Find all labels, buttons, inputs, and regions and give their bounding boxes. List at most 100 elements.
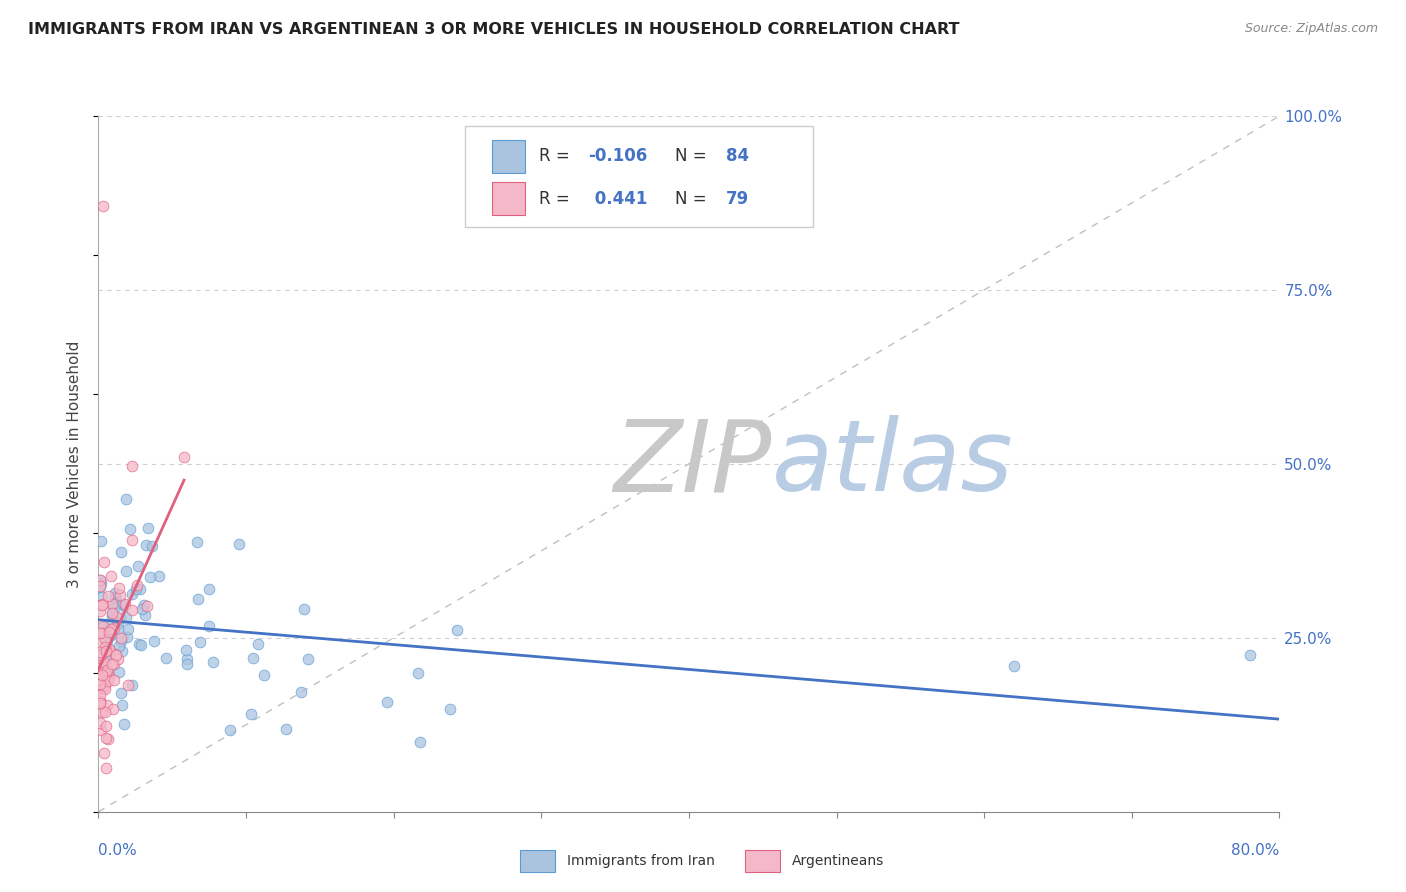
Point xyxy=(97,670,120,684)
Point xyxy=(253,667,276,681)
Point xyxy=(103,673,125,687)
Point xyxy=(148,569,170,583)
Point xyxy=(89,574,111,588)
Point xyxy=(94,681,117,696)
Point xyxy=(112,599,135,614)
Point xyxy=(90,662,112,676)
Point xyxy=(93,746,115,760)
Point xyxy=(128,637,150,651)
Point xyxy=(104,591,127,605)
Point xyxy=(111,644,134,658)
Point xyxy=(377,695,399,709)
Point xyxy=(446,623,468,637)
Point xyxy=(112,597,135,611)
Point xyxy=(96,633,118,648)
Point xyxy=(155,650,177,665)
Point xyxy=(89,694,111,708)
Point xyxy=(90,667,112,681)
Point xyxy=(89,681,111,696)
Point xyxy=(89,696,111,710)
Point xyxy=(89,579,111,593)
Point xyxy=(114,491,136,506)
Point xyxy=(93,655,115,669)
Point xyxy=(89,626,111,640)
Point xyxy=(115,564,138,578)
Point xyxy=(176,657,198,671)
Point xyxy=(228,537,250,551)
Point xyxy=(176,652,198,666)
Point xyxy=(101,606,124,620)
Text: -0.106: -0.106 xyxy=(589,147,648,165)
Point xyxy=(91,618,114,632)
Point xyxy=(127,559,149,574)
Point xyxy=(89,599,111,613)
Point xyxy=(91,681,114,695)
Text: 80.0%: 80.0% xyxy=(1232,843,1279,858)
Point xyxy=(90,678,112,692)
Point xyxy=(297,651,319,665)
Point xyxy=(89,677,111,691)
Point xyxy=(131,602,153,616)
Point xyxy=(202,655,225,669)
Point xyxy=(103,600,125,615)
Text: 84: 84 xyxy=(725,147,748,165)
Point xyxy=(141,539,163,553)
Point xyxy=(91,199,114,213)
Point xyxy=(89,580,111,594)
Point xyxy=(242,651,264,665)
Point xyxy=(101,598,124,612)
Point xyxy=(89,573,111,587)
Point xyxy=(136,521,159,535)
Point xyxy=(103,621,125,635)
Point xyxy=(186,534,208,549)
Point xyxy=(118,522,141,536)
FancyBboxPatch shape xyxy=(492,140,524,173)
Point xyxy=(107,610,129,624)
Point xyxy=(121,678,143,692)
Point xyxy=(104,596,127,610)
Point xyxy=(104,586,127,600)
Point xyxy=(108,611,131,625)
Point xyxy=(89,635,111,649)
Point xyxy=(143,634,166,648)
Point xyxy=(98,642,121,657)
Point xyxy=(89,646,111,660)
Point xyxy=(91,705,114,719)
Point xyxy=(121,458,143,473)
Point xyxy=(94,678,117,692)
Point xyxy=(136,599,159,614)
Point xyxy=(96,760,118,774)
Text: N =: N = xyxy=(675,190,711,208)
Text: ZIP: ZIP xyxy=(613,416,772,512)
Point xyxy=(107,652,129,666)
Point xyxy=(115,630,138,644)
Point xyxy=(197,619,219,633)
Point xyxy=(107,639,129,653)
Y-axis label: 3 or more Vehicles in Household: 3 or more Vehicles in Household xyxy=(67,340,83,588)
Point xyxy=(108,665,131,679)
Point xyxy=(174,643,197,657)
Point xyxy=(91,590,114,604)
Point xyxy=(107,616,129,631)
Point xyxy=(100,628,122,642)
Point xyxy=(124,582,146,597)
Text: Immigrants from Iran: Immigrants from Iran xyxy=(567,855,714,868)
Point xyxy=(89,645,111,659)
Point xyxy=(408,665,430,680)
Point xyxy=(104,647,127,661)
Point xyxy=(89,604,111,618)
Point xyxy=(90,723,112,738)
Point xyxy=(97,666,120,681)
Point xyxy=(93,620,115,634)
Point xyxy=(292,602,315,616)
Point xyxy=(125,578,148,592)
Point xyxy=(96,663,118,677)
Point xyxy=(188,635,211,649)
Text: atlas: atlas xyxy=(772,416,1014,512)
Point xyxy=(94,644,117,658)
Point xyxy=(198,582,221,597)
FancyBboxPatch shape xyxy=(464,127,813,227)
Point xyxy=(239,706,262,721)
Point xyxy=(105,594,128,608)
Point xyxy=(94,667,117,681)
